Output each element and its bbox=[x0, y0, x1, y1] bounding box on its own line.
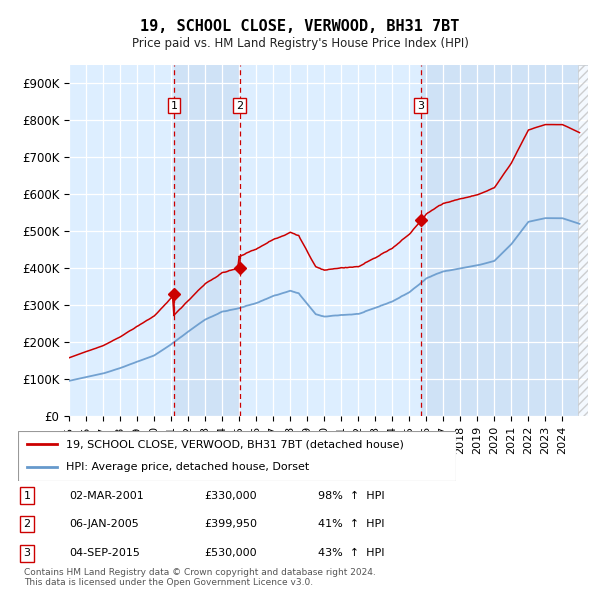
Text: £330,000: £330,000 bbox=[204, 491, 257, 500]
Text: 43%  ↑  HPI: 43% ↑ HPI bbox=[318, 549, 385, 558]
FancyBboxPatch shape bbox=[18, 431, 456, 481]
Text: 19, SCHOOL CLOSE, VERWOOD, BH31 7BT (detached house): 19, SCHOOL CLOSE, VERWOOD, BH31 7BT (det… bbox=[66, 439, 404, 449]
Bar bbox=[174, 65, 239, 416]
Text: 3: 3 bbox=[23, 549, 31, 558]
Text: HPI: Average price, detached house, Dorset: HPI: Average price, detached house, Dors… bbox=[66, 463, 310, 473]
Text: 41%  ↑  HPI: 41% ↑ HPI bbox=[318, 519, 385, 529]
Text: 04-SEP-2015: 04-SEP-2015 bbox=[69, 549, 140, 558]
Text: Price paid vs. HM Land Registry's House Price Index (HPI): Price paid vs. HM Land Registry's House … bbox=[131, 37, 469, 50]
Text: 02-MAR-2001: 02-MAR-2001 bbox=[69, 491, 144, 500]
Text: Contains HM Land Registry data © Crown copyright and database right 2024.: Contains HM Land Registry data © Crown c… bbox=[24, 568, 376, 577]
Text: 2: 2 bbox=[236, 100, 243, 110]
Bar bbox=[578, 65, 590, 416]
Text: 19, SCHOOL CLOSE, VERWOOD, BH31 7BT: 19, SCHOOL CLOSE, VERWOOD, BH31 7BT bbox=[140, 19, 460, 34]
Text: This data is licensed under the Open Government Licence v3.0.: This data is licensed under the Open Gov… bbox=[24, 578, 313, 587]
Text: 1: 1 bbox=[23, 491, 31, 500]
Text: 06-JAN-2005: 06-JAN-2005 bbox=[69, 519, 139, 529]
Text: £530,000: £530,000 bbox=[204, 549, 257, 558]
Bar bbox=[421, 65, 578, 416]
Text: £399,950: £399,950 bbox=[204, 519, 257, 529]
Text: 3: 3 bbox=[417, 100, 424, 110]
Text: 1: 1 bbox=[170, 100, 178, 110]
Text: 2: 2 bbox=[23, 519, 31, 529]
Text: 98%  ↑  HPI: 98% ↑ HPI bbox=[318, 491, 385, 500]
